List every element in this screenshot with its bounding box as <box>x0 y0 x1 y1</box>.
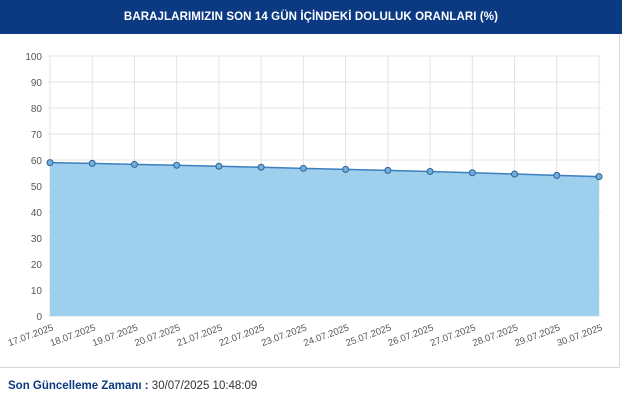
chart-container: 0 10 20 30 40 50 60 70 80 90 100 17.07.2025 18.07.20… <box>0 34 620 368</box>
data-point <box>468 169 476 177</box>
data-point <box>426 167 434 175</box>
chart-title: BARAJLARIMIZIN SON 14 GÜN İÇİNDEKİ DOLUL… <box>123 11 499 23</box>
data-point <box>553 171 561 179</box>
series-area <box>50 162 599 316</box>
x-tick-label: 18.07.2025 <box>49 322 97 349</box>
data-point <box>511 170 519 178</box>
x-tick-label: 19.07.2025 <box>91 322 139 349</box>
y-tick-label: 90 <box>31 78 43 89</box>
data-point <box>46 159 54 167</box>
data-point <box>595 173 603 181</box>
x-tick-label: 28.07.2025 <box>471 322 519 349</box>
data-point <box>384 166 392 174</box>
last-updated-value: 30/07/2025 10:48:09 <box>151 380 258 392</box>
data-point <box>130 160 138 168</box>
x-tick-label: 20.07.2025 <box>133 322 181 349</box>
x-tick-label: 25.07.2025 <box>344 322 392 349</box>
last-updated-label: Son Güncelleme Zamanı : <box>8 380 149 392</box>
data-point <box>342 165 350 173</box>
dam-fill-area-chart: 0 10 20 30 40 50 60 70 80 90 100 17.07.202518.07.20… <box>7 52 604 349</box>
data-point <box>299 164 307 172</box>
data-point <box>215 162 223 170</box>
y-tick-label: 0 <box>36 312 42 323</box>
x-tick-label: 22.07.2025 <box>218 322 266 349</box>
x-tick-label: 17.07.2025 <box>7 322 55 349</box>
x-tick-label: 30.07.2025 <box>556 322 604 349</box>
y-tick-label: 70 <box>31 130 43 141</box>
x-tick-label: 24.07.2025 <box>302 322 350 349</box>
chart-header: BARAJLARIMIZIN SON 14 GÜN İÇİNDEKİ DOLUL… <box>0 0 622 34</box>
x-tick-label: 26.07.2025 <box>387 322 435 349</box>
y-tick-label: 10 <box>31 286 43 297</box>
y-tick-label: 80 <box>31 104 43 115</box>
y-tick-label: 100 <box>25 52 42 63</box>
x-tick-label: 21.07.2025 <box>176 322 224 349</box>
data-point <box>88 159 96 167</box>
y-tick-label: 40 <box>31 208 43 219</box>
x-tick-label: 27.07.2025 <box>429 322 477 349</box>
x-tick-label: 29.07.2025 <box>513 322 561 349</box>
y-tick-label: 60 <box>31 156 43 167</box>
y-tick-label: 30 <box>31 234 43 245</box>
data-point <box>257 163 265 171</box>
last-updated: Son Güncelleme Zamanı : 30/07/2025 10:48… <box>8 380 257 392</box>
y-tick-label: 50 <box>31 182 43 193</box>
series-line <box>49 161 600 178</box>
data-point <box>173 161 181 169</box>
x-tick-label: 23.07.2025 <box>260 322 308 349</box>
y-tick-label: 20 <box>31 260 43 271</box>
